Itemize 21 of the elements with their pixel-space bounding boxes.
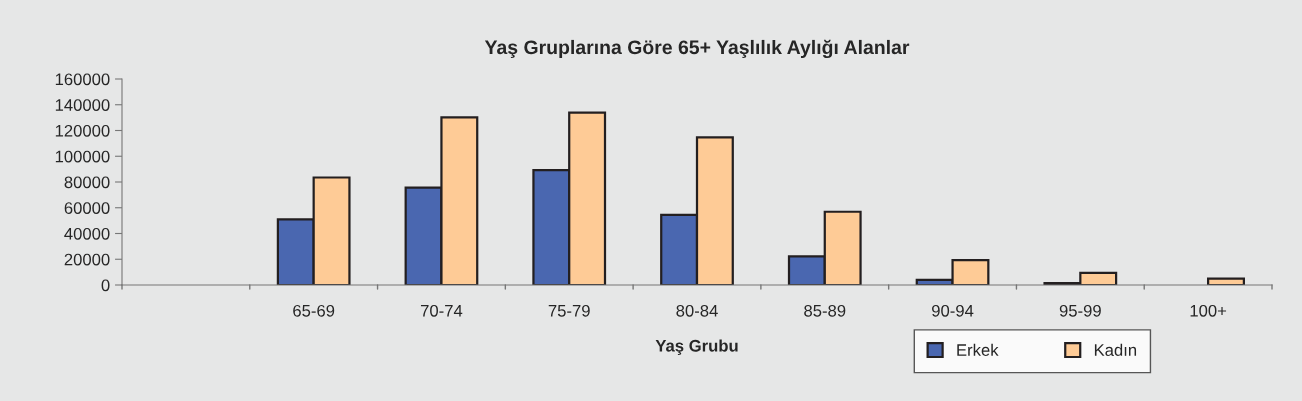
y-tick-label: 20000: [64, 253, 110, 266]
x-tick-label: 90-94: [932, 304, 974, 317]
x-tick-label: 85-89: [804, 304, 846, 317]
y-tick-label: 40000: [64, 227, 110, 240]
y-tick-label: 100000: [55, 150, 110, 163]
chart-title: Yaş Gruplarına Göre 65+ Yaşlılık Aylığı Alanlar: [484, 39, 910, 59]
y-tick-label: 140000: [55, 99, 110, 111]
y-tick-label: 60000: [64, 202, 110, 214]
x-tick-label: 95-99: [1059, 304, 1101, 317]
legend-label: Kadın: [1094, 343, 1137, 356]
x-tick-label: 70-74: [420, 304, 463, 317]
x-tick-label: 75-79: [548, 304, 590, 317]
y-tick-label: 0: [101, 279, 110, 292]
legend-label: Erkek: [957, 343, 999, 356]
y-tick-label: 160000: [55, 73, 110, 86]
x-axis-title: Yaş Grubu: [655, 339, 738, 355]
y-tick-label: 120000: [55, 124, 110, 137]
x-tick-label: 80-84: [676, 304, 718, 317]
x-tick-label: 65-69: [293, 304, 335, 317]
y-tick-label: 80000: [64, 176, 110, 189]
x-tick-label: 100+: [1190, 304, 1227, 317]
